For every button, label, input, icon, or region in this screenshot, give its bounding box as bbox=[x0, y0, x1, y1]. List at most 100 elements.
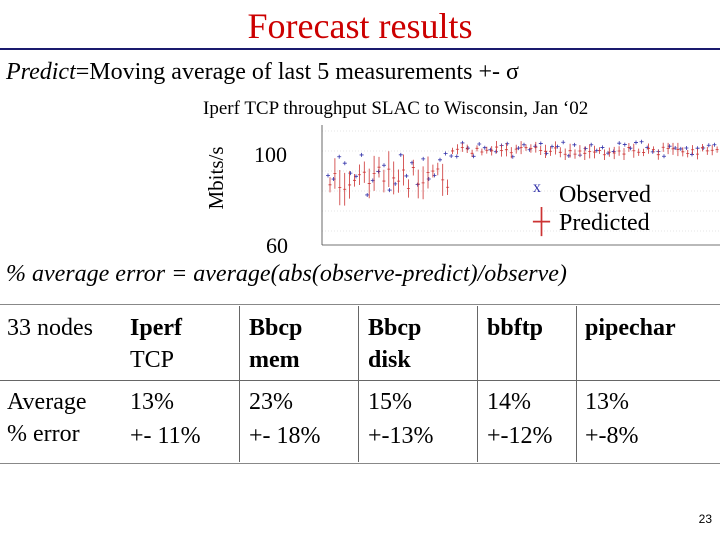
predicted-point bbox=[441, 163, 445, 196]
predicted-point bbox=[627, 142, 631, 152]
table-col-divider-4 bbox=[576, 306, 577, 462]
observed-point bbox=[684, 146, 689, 151]
predicted-point bbox=[460, 143, 464, 152]
predicted-point bbox=[666, 142, 670, 155]
predicted-point bbox=[475, 145, 479, 152]
chart-title: Iperf TCP throughput SLAC to Wisconsin, … bbox=[203, 98, 589, 119]
predict-rest: =Moving average of last 5 measurements +… bbox=[75, 59, 519, 85]
observed-point bbox=[706, 143, 711, 148]
predicted-point bbox=[343, 172, 347, 206]
predicted-point bbox=[642, 148, 646, 157]
predicted-point bbox=[637, 148, 641, 156]
predicted-point bbox=[500, 144, 503, 157]
predicted-point bbox=[490, 146, 494, 156]
table-col-divider-1 bbox=[239, 306, 240, 462]
header-bbcp-disk-2: disk bbox=[368, 347, 411, 373]
header-nodes: 33 nodes bbox=[7, 315, 93, 341]
row-label-average: Average bbox=[7, 389, 87, 415]
predicted-point bbox=[504, 142, 508, 157]
predicted-point bbox=[568, 143, 572, 158]
results-table bbox=[0, 304, 720, 463]
row-label-error: % error bbox=[7, 421, 80, 447]
predicted-point bbox=[696, 148, 699, 160]
observed-point bbox=[342, 161, 347, 166]
observed-point bbox=[650, 149, 655, 154]
predicted-point bbox=[372, 155, 376, 191]
predicted-point bbox=[480, 148, 484, 156]
chart-y-axis-label: Mbits/s bbox=[204, 146, 228, 210]
predicted-point bbox=[705, 146, 709, 155]
observed-point bbox=[600, 145, 605, 150]
header-bbftp: bbftp bbox=[487, 315, 544, 341]
observed-point bbox=[662, 154, 666, 159]
predicted-point bbox=[700, 144, 704, 152]
observed-point bbox=[538, 141, 543, 146]
predicted-point bbox=[598, 147, 601, 154]
observed-point bbox=[443, 151, 448, 156]
predicted-point bbox=[622, 148, 626, 160]
observed-point bbox=[454, 154, 459, 159]
predicted-point bbox=[485, 146, 489, 154]
table-row-divider bbox=[0, 380, 720, 381]
predicted-point bbox=[495, 141, 499, 154]
observed-point bbox=[404, 173, 409, 178]
predicted-point bbox=[436, 162, 440, 176]
predicted-point bbox=[544, 144, 548, 158]
predicted-point bbox=[392, 161, 396, 195]
predicted-point bbox=[558, 147, 562, 158]
predicted-point bbox=[411, 159, 415, 176]
legend-predicted-marker: ┼ bbox=[533, 209, 551, 235]
observed-point bbox=[421, 156, 426, 161]
predicted-point bbox=[656, 149, 660, 160]
table-col-divider-3 bbox=[477, 306, 478, 462]
predicted-point bbox=[416, 169, 420, 199]
predicted-point bbox=[588, 144, 592, 159]
predicted-point bbox=[446, 179, 450, 195]
observed-point bbox=[438, 157, 442, 162]
predicted-point bbox=[602, 149, 606, 161]
avg-bbcp-mem: 23% bbox=[249, 389, 293, 415]
predicted-point bbox=[367, 168, 371, 199]
predicted-point bbox=[676, 142, 680, 157]
err-bbcp-mem: +- 18% bbox=[249, 423, 321, 449]
predicted-point bbox=[681, 147, 685, 157]
header-iperf: Iperf bbox=[130, 315, 182, 341]
observed-point bbox=[466, 146, 470, 151]
predicted-point bbox=[406, 179, 410, 198]
predicted-point bbox=[583, 146, 587, 160]
predicted-point bbox=[377, 156, 381, 178]
predicted-point bbox=[715, 146, 719, 153]
chart-y-tick-high: 100 bbox=[254, 142, 287, 167]
predicted-point bbox=[661, 142, 665, 152]
predicted-point bbox=[348, 171, 352, 199]
predicted-point bbox=[534, 141, 538, 153]
predict-italic: Predict bbox=[6, 59, 76, 85]
predicted-point bbox=[431, 164, 435, 178]
plot-background bbox=[300, 121, 720, 254]
predicted-point bbox=[514, 144, 518, 154]
observed-point bbox=[449, 154, 454, 159]
observed-point bbox=[544, 151, 549, 156]
legend-predicted-label: Predicted bbox=[559, 210, 650, 236]
header-pipechar: pipechar bbox=[585, 315, 676, 341]
header-bbcp-mem-2: mem bbox=[249, 347, 300, 373]
observed-point bbox=[522, 142, 526, 147]
predicted-point bbox=[451, 147, 454, 155]
predicted-point bbox=[387, 151, 391, 188]
observed-point bbox=[426, 177, 431, 182]
chart-y-tick-low: 60 bbox=[266, 233, 288, 258]
predicted-point bbox=[519, 141, 523, 155]
observed-point bbox=[583, 146, 588, 151]
observed-point bbox=[326, 173, 330, 178]
predicted-point bbox=[647, 143, 650, 154]
observed-point bbox=[382, 163, 386, 168]
predicted-point bbox=[357, 164, 361, 186]
avg-iperf: 13% bbox=[130, 389, 174, 415]
observed-point bbox=[482, 145, 487, 150]
predicted-point bbox=[612, 146, 616, 160]
observed-point bbox=[690, 152, 694, 157]
predicted-point bbox=[426, 156, 430, 189]
predicted-point bbox=[671, 142, 675, 155]
predicted-point bbox=[529, 144, 533, 153]
err-bbcp-disk: +-13% bbox=[368, 423, 434, 449]
